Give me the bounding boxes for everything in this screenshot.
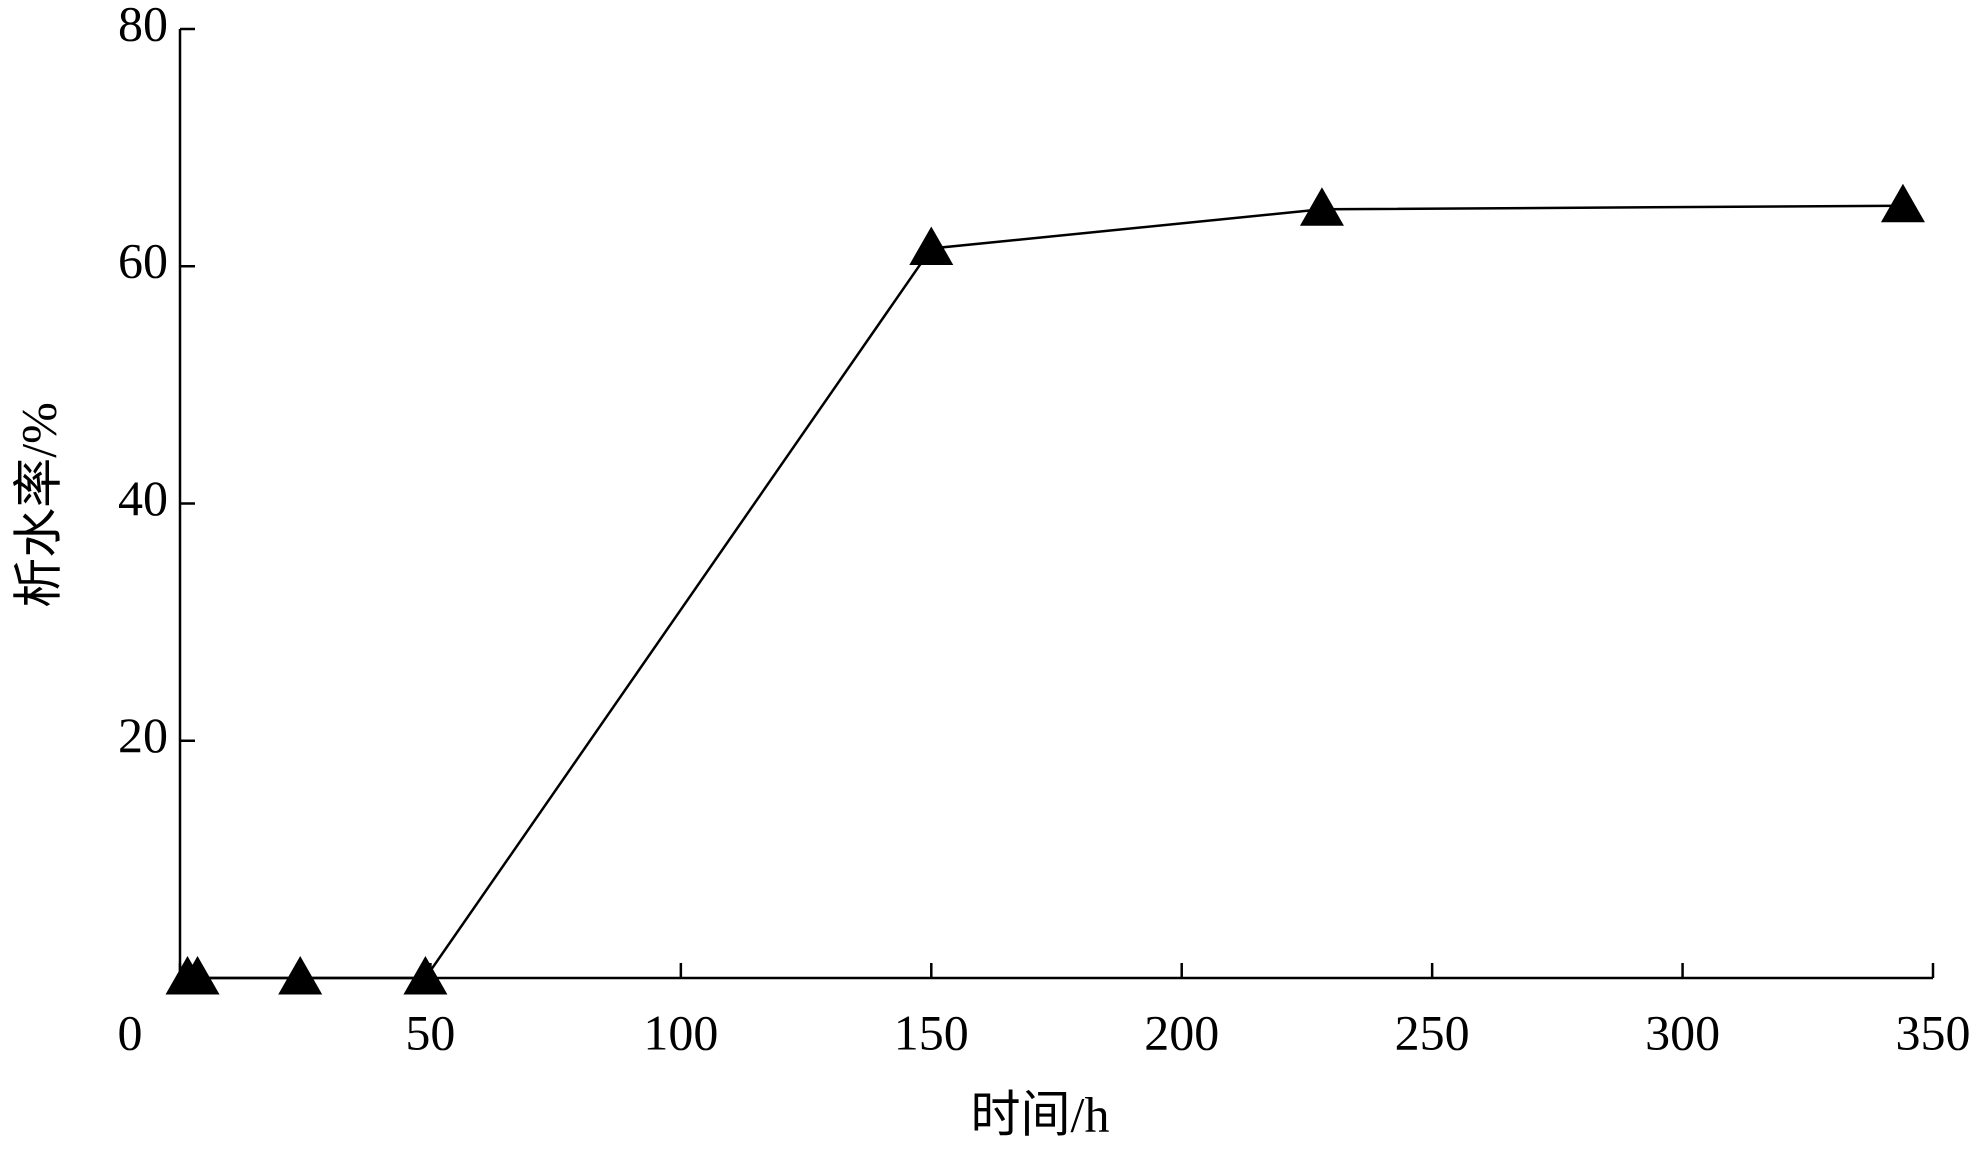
series-line xyxy=(187,204,1903,980)
y-tick-label: 20 xyxy=(118,707,168,763)
x-tick-label: 200 xyxy=(1144,1004,1219,1060)
y-tick-label: 80 xyxy=(118,0,168,51)
x-tick-label: 250 xyxy=(1395,1004,1470,1060)
marker xyxy=(403,956,448,995)
marker xyxy=(1299,187,1344,226)
x-tick-label: 50 xyxy=(405,1004,455,1060)
x-tick-label: 0 xyxy=(118,1004,143,1060)
y-axis-label: 析水率/% xyxy=(10,402,66,608)
marker xyxy=(175,956,220,995)
x-tick-label: 100 xyxy=(643,1004,718,1060)
x-axis-label: 时间/h xyxy=(971,1086,1110,1142)
x-tick-label: 300 xyxy=(1645,1004,1720,1060)
marker xyxy=(1880,183,1925,223)
y-tick-label: 60 xyxy=(118,233,168,289)
y-tick-label: 40 xyxy=(118,470,168,526)
marker xyxy=(909,226,954,265)
x-tick-label: 150 xyxy=(894,1004,969,1060)
marker xyxy=(278,956,323,995)
x-tick-label: 350 xyxy=(1896,1004,1971,1060)
